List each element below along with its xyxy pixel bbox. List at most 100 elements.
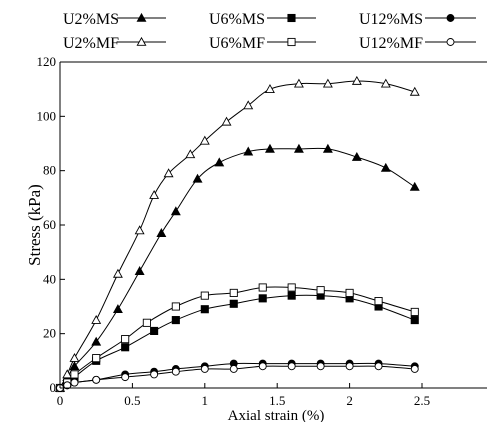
x-tick-label: 0.5 [124,393,140,408]
series-line-2 [59,80,415,389]
data-point [409,181,420,191]
data-point [221,116,232,126]
data-point [258,283,267,292]
series-line-1 [59,147,416,389]
data-point [410,316,419,325]
data-point [287,362,296,371]
x-axis-label: Axial strain (%) [228,408,325,422]
legend-label: U2%MF [63,35,119,52]
series-line-3 [59,294,415,389]
x-tick-label: 2.5 [414,393,430,408]
data-point [229,288,238,297]
x-tick-label: 1.5 [269,393,285,408]
data-point [92,375,101,384]
data-point [345,288,354,297]
data-point [121,373,130,382]
data-point [170,206,181,216]
data-point [229,299,238,308]
data-point [63,381,72,390]
data-point [69,361,80,371]
data-point [410,365,419,373]
data-point [264,143,275,153]
data-point [150,370,159,379]
y-tick-label: 120 [37,54,57,69]
y-tick-label: 0 [50,380,57,395]
data-point [150,326,159,336]
data-point [149,189,160,199]
y-axis-label: Stress (kPa) [25,184,44,266]
y-tick-label: 100 [37,108,57,123]
data-point [410,307,419,316]
data-point [112,304,123,314]
data-point [214,157,225,167]
data-point [200,365,209,373]
data-point [345,362,354,371]
data-point [91,314,102,324]
data-point [112,268,123,278]
x-tick-label: 0 [57,393,64,408]
y-tick-label: 80 [43,163,56,178]
data-point [409,86,420,96]
legend-label: U2%MS [63,11,119,28]
data-point [121,335,130,344]
legend-label: U6%MF [209,35,265,52]
data-point [91,336,102,346]
data-point [70,370,79,379]
legend: U2%MS U6%MS U12%MS U2%MF U6%MF U12%MF [63,11,476,52]
data-point [258,294,267,303]
legend-marker [136,36,147,46]
axes: 0 0.5 1 1.5 2 2.5 0 20 40 60 80 100 120 [37,54,487,408]
data-point [69,352,80,362]
legend-label: U12%MS [359,11,423,28]
data-point [243,146,254,156]
data-point [200,305,209,314]
data-point [293,143,304,153]
data-point [142,318,151,327]
data-point [185,149,196,159]
data-point [134,266,145,275]
data-point [92,354,101,363]
legend-label: U12%MF [359,35,423,52]
data-point [199,135,210,145]
y-tick-label: 60 [43,217,56,232]
legend-marker [287,37,296,47]
data-point [293,78,304,88]
series-curves [59,80,416,389]
y-tick-label: 40 [43,271,56,286]
legend-marker [136,12,147,22]
data-point [156,228,167,237]
legend-marker [446,14,455,22]
data-point [171,302,180,311]
data-point [287,283,296,292]
data-point [229,365,238,373]
data-point [374,297,383,306]
data-point [243,100,254,110]
x-tick-label: 2 [346,393,353,408]
data-point [70,378,79,387]
data-point [62,369,73,379]
data-point [380,162,391,172]
data-point [200,291,209,300]
data-point [287,291,296,300]
data-point [264,84,275,93]
y-tick-label: 20 [43,326,56,341]
data-point [351,151,362,161]
data-point [163,168,174,178]
data-point [316,286,325,295]
data-point [258,362,267,371]
x-tick-label: 1 [202,393,209,408]
series-line-5 [59,362,415,389]
series-markers [55,75,420,393]
data-point [322,143,333,153]
data-point [351,75,362,85]
data-point [374,362,383,371]
data-point [192,173,203,183]
data-point [316,362,325,371]
data-point [171,367,180,376]
data-point [171,316,180,325]
data-point [322,78,333,88]
legend-marker [446,38,455,46]
data-point [380,78,391,88]
legend-marker [287,13,296,23]
